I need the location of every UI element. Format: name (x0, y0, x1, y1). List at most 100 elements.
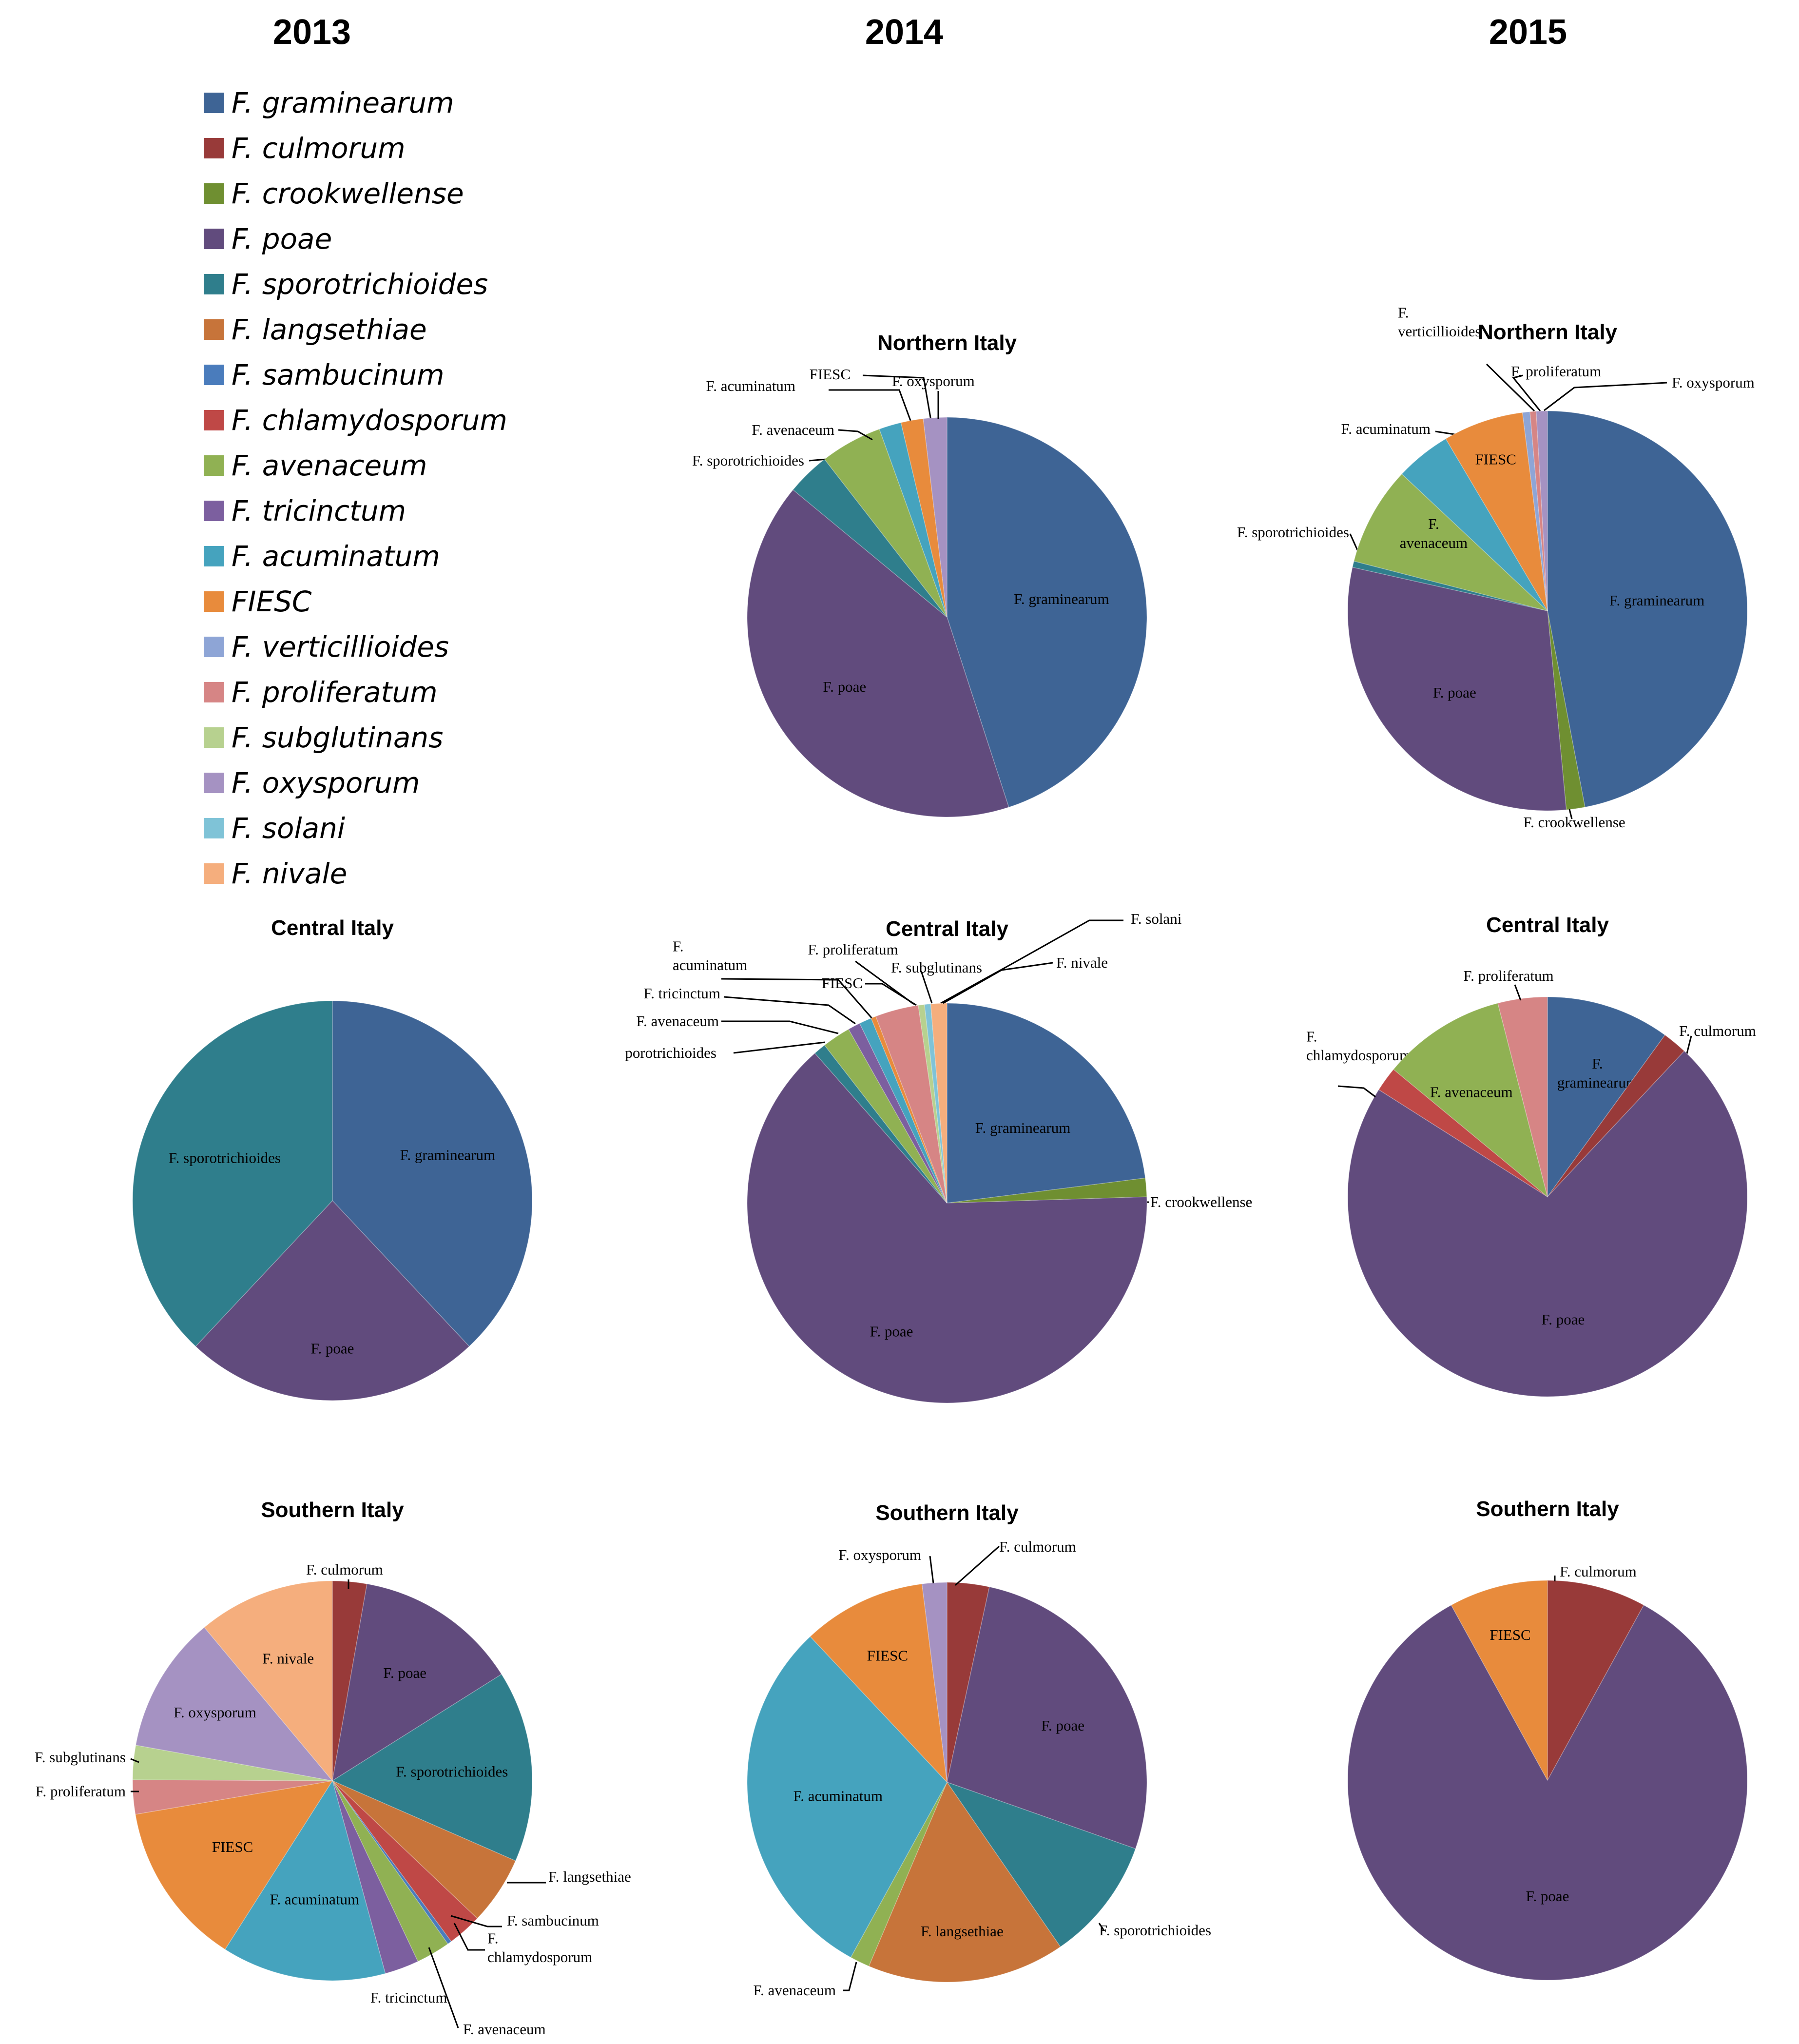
slice-label-f-graminearum: F. graminearum (975, 1119, 1071, 1136)
slice-label-f-graminearum: F. graminearum (1609, 592, 1705, 609)
leader-line (940, 919, 1123, 1004)
legend-label: F. sporotrichioides (232, 268, 488, 301)
slice-label-f-poae: F. poae (1041, 1717, 1084, 1734)
leader-line (943, 962, 1053, 1004)
pie-2013-central-italy: Central Italy F. graminearum F. poae F. spo… (132, 916, 533, 1401)
slice-label-fiesc: FIESC (1489, 1626, 1530, 1643)
pie-2015-southern-italy: Southern Italy F. culmorum F. poae FIESC (1347, 1497, 1748, 1981)
slice-label-fiesc: FIESC (810, 366, 851, 383)
slice-label-f-graminearum: F. graminearum (1014, 590, 1109, 607)
pie-slice-f-nivale (204, 1580, 333, 1782)
slice-label-f-avenaceum: F. avenaceum (753, 1982, 836, 1999)
leader-line (1512, 374, 1541, 411)
legend-item-f-subglutinans: F. subglutinans (204, 721, 443, 754)
leader-line (453, 1923, 485, 1951)
slice-label-f-acuminatum: F. acuminatum (793, 1787, 883, 1804)
slice-label-f-poae: F. poae (311, 1340, 354, 1357)
pie-slice-f-acuminatum (1401, 438, 1548, 611)
pie-slice-f-acuminatum (879, 422, 948, 618)
pie-slice-f-graminearum (332, 1000, 533, 1347)
pie-2015-northern-italy: Northern Italy F. graminearum F. crookwell… (1237, 304, 1755, 831)
slice-label-f-proliferatum: F. proliferatum (1463, 967, 1553, 984)
leader-line (1514, 984, 1522, 1001)
pie-slice-f-sporotrichioides (946, 1781, 1136, 1947)
legend-label: F. subglutinans (232, 721, 443, 754)
slice-label-f-langsethiae: F. langsethiae (921, 1923, 1004, 1940)
pie-title: Northern Italy (877, 331, 1017, 355)
slice-label-f-poae: F. poae (1526, 1888, 1569, 1905)
leader-line (721, 978, 873, 1019)
legend-item-f-langsethiae: F. langsethiae (204, 313, 427, 346)
pie-slice-f-tricinctum (848, 1023, 948, 1204)
leader-line (428, 1947, 459, 2028)
legend-item-f-culmorum: F. culmorum (204, 132, 406, 165)
pie-slice-fiesc (900, 418, 948, 618)
pie-slice-f-culmorum (332, 1580, 368, 1781)
slice-label-f-sporotrichioides: F. sporotrichioides (1237, 524, 1349, 541)
pie-slice-f-proliferatum (1497, 996, 1548, 1197)
pie-title: Central Italy (271, 916, 394, 940)
legend-swatch (204, 682, 224, 702)
pie-slice-f-avenaceum (332, 1780, 448, 1962)
slice-label-f-nivale: F. nivale (262, 1650, 314, 1667)
pie-slice-f-avenaceum (1353, 473, 1548, 611)
pie-charts: Central Italy F. graminearum F. poae F. spo… (35, 304, 1756, 2038)
pie-title: Southern Italy (1476, 1497, 1619, 1521)
slice-label-fiesc: FIESC (212, 1838, 253, 1855)
slice-label-f-sporotrichioides: porotrichioides (625, 1044, 716, 1061)
slice-label-f-subglutinans: F. subglutinans (891, 959, 982, 976)
legend-label: F. graminearum (232, 86, 454, 119)
leader-line (929, 1556, 934, 1584)
leader-line (1544, 382, 1667, 411)
pie-slice-f-subglutinans (132, 1745, 333, 1781)
pie-slice-f-avenaceum (824, 428, 948, 618)
slice-label-f-langsethiae: F. langsethiae (548, 1868, 631, 1885)
legend-label: F. solani (232, 812, 345, 845)
pie-slice-f-oxysporum (135, 1627, 333, 1782)
legend-item-f-tricinctum: F. tricinctum (204, 494, 406, 527)
pie-slice-f-crookwellense (1547, 610, 1586, 810)
slice-label-f-poae: F. poae (823, 678, 866, 695)
pie-slice-f-crookwellense (947, 1177, 1147, 1204)
pie-title: Northern Italy (1478, 320, 1618, 344)
pie-slice-f-nivale (930, 1003, 948, 1204)
pie-slice-f-poae (947, 1586, 1147, 1849)
legend-swatch (204, 138, 224, 158)
pie-2015-central-italy: Central Italy F. graminearum F. culmorum F. … (1306, 913, 1756, 1397)
legend-item-f-nivale: F. nivale (204, 857, 347, 890)
pie-slice-f-avenaceum (1393, 1002, 1548, 1198)
slice-label-f-avenaceum: F. avenaceum (1400, 515, 1468, 551)
leader-line (843, 1962, 857, 1991)
pie-slice-f-culmorum (1547, 1034, 1685, 1197)
legend-swatch (204, 773, 224, 793)
slice-label-f-culmorum: F. culmorum (1679, 1022, 1756, 1039)
slice-label-f-graminearum: F. graminearum (400, 1146, 496, 1163)
leader-line (733, 1041, 826, 1054)
slice-label-f-sporotrichioides: F. sporotrichioides (1099, 1922, 1211, 1939)
slice-label-f-chlamydosporum: F. chlamydosporum (1306, 1028, 1411, 1064)
legend-label: F. crookwellense (232, 177, 464, 210)
slice-label-f-sambucinum: F. sambucinum (507, 1912, 599, 1929)
pie-slice-f-graminearum (947, 417, 1147, 808)
slice-label-f-oxysporum: F. oxysporum (1672, 374, 1755, 391)
legend: F. graminearum F. culmorum F. crookwellens… (204, 86, 507, 890)
legend-swatch (204, 863, 224, 884)
slice-label-f-graminearum: F. graminearum (1557, 1055, 1638, 1091)
pie-slice-f-oxysporum (1536, 410, 1548, 611)
pie-slice-f-sporotrichioides (1352, 561, 1548, 611)
leader-line (723, 996, 856, 1025)
year-label-2014: 2014 (865, 13, 943, 52)
leader-line (721, 1020, 839, 1034)
leader-line (1486, 363, 1535, 412)
slice-label-f-poae: F. poae (870, 1323, 913, 1340)
legend-label: F. culmorum (232, 132, 406, 165)
leader-line (855, 960, 914, 1005)
legend-label: F. acuminatum (232, 540, 440, 573)
pie-slice-f-tricinctum (332, 1780, 419, 1974)
slice-label-f-chlamydosporum: F. chlamydosporum (487, 1929, 592, 1966)
leader-line (1337, 1085, 1376, 1098)
legend-label: F. verticillioides (232, 630, 449, 663)
slice-label-f-acuminatum: F. acuminatum (706, 377, 796, 394)
legend-item-f-sporotrichioides: F. sporotrichioides (204, 268, 488, 301)
pie-slice-f-proliferatum (875, 1005, 948, 1204)
